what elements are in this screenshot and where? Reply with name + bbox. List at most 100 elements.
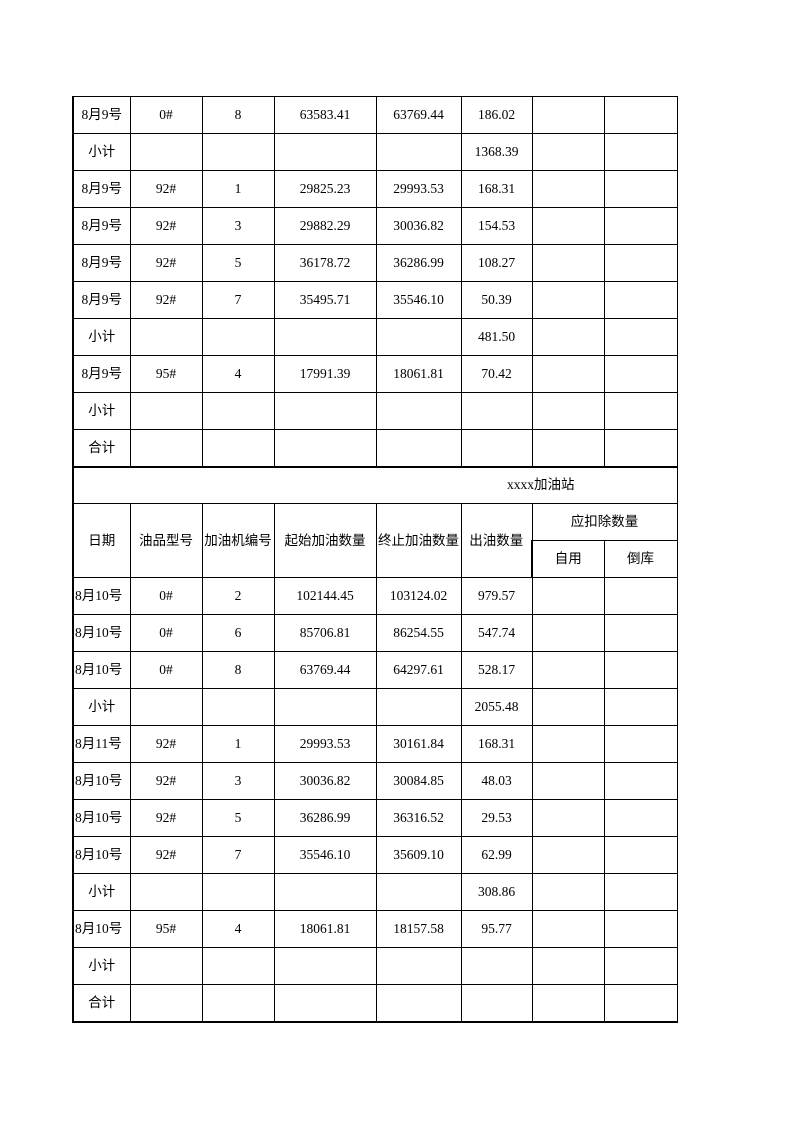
table-row: 小计 481.50 bbox=[72, 318, 678, 356]
cell-oil-type: 92# bbox=[129, 836, 203, 874]
cell-out-qty bbox=[460, 984, 533, 1023]
header-oil-type: 油品型号 bbox=[129, 503, 203, 578]
cell-end-qty bbox=[375, 873, 462, 911]
cell-date: 小计 bbox=[72, 318, 131, 356]
header-self-use: 自用 bbox=[531, 540, 605, 578]
cell-pump-no: 2 bbox=[201, 577, 275, 615]
cell-start-qty bbox=[273, 318, 377, 356]
cell-self-use bbox=[531, 873, 605, 911]
cell-end-qty: 35546.10 bbox=[375, 281, 462, 319]
cell-oil-type: 92# bbox=[129, 725, 203, 763]
cell-pump-no bbox=[201, 392, 275, 430]
cell-oil-type: 92# bbox=[129, 799, 203, 837]
table-row: 小计 bbox=[72, 947, 678, 985]
cell-self-use bbox=[531, 799, 605, 837]
cell-date: 小计 bbox=[72, 947, 131, 985]
table-row: 8月11号 92# 1 29993.53 30161.84 168.31 bbox=[72, 725, 678, 763]
cell-self-use bbox=[531, 947, 605, 985]
cell-out-qty: 168.31 bbox=[460, 170, 533, 208]
table-row: 小计 308.86 bbox=[72, 873, 678, 911]
cell-pump-no bbox=[201, 688, 275, 726]
table-row: 8月9号 92# 7 35495.71 35546.10 50.39 bbox=[72, 281, 678, 319]
cell-transfer bbox=[603, 651, 678, 689]
cell-date: 8月10号 bbox=[72, 577, 131, 615]
header-end-qty: 终止加油数量 bbox=[375, 503, 462, 578]
cell-end-qty: 30161.84 bbox=[375, 725, 462, 763]
table-row: 小计 1368.39 bbox=[72, 133, 678, 171]
cell-end-qty bbox=[375, 688, 462, 726]
cell-out-qty: 308.86 bbox=[460, 873, 533, 911]
cell-transfer bbox=[603, 799, 678, 837]
cell-self-use bbox=[531, 984, 605, 1023]
cell-self-use bbox=[531, 244, 605, 282]
cell-self-use bbox=[531, 688, 605, 726]
cell-end-qty bbox=[375, 947, 462, 985]
cell-pump-no: 3 bbox=[201, 762, 275, 800]
cell-transfer bbox=[603, 96, 678, 134]
cell-end-qty: 36286.99 bbox=[375, 244, 462, 282]
cell-date: 8月10号 bbox=[72, 651, 131, 689]
cell-self-use bbox=[531, 836, 605, 874]
cell-start-qty bbox=[273, 392, 377, 430]
fuel-table-section-2: xxxx加油站 日期 油品型号 加油机编号 起始加油数量 终止加油数量 出油数量… bbox=[72, 466, 678, 1023]
cell-end-qty: 86254.55 bbox=[375, 614, 462, 652]
cell-start-qty: 18061.81 bbox=[273, 910, 377, 948]
cell-start-qty bbox=[273, 873, 377, 911]
cell-end-qty: 64297.61 bbox=[375, 651, 462, 689]
cell-date: 8月10号 bbox=[72, 910, 131, 948]
cell-transfer bbox=[603, 170, 678, 208]
cell-end-qty bbox=[375, 318, 462, 356]
cell-start-qty: 36286.99 bbox=[273, 799, 377, 837]
cell-end-qty: 30036.82 bbox=[375, 207, 462, 245]
cell-out-qty bbox=[460, 429, 533, 468]
cell-oil-type bbox=[129, 392, 203, 430]
header-date: 日期 bbox=[72, 503, 131, 578]
cell-self-use bbox=[531, 96, 605, 134]
cell-oil-type: 95# bbox=[129, 355, 203, 393]
cell-start-qty: 63769.44 bbox=[273, 651, 377, 689]
cell-oil-type: 92# bbox=[129, 207, 203, 245]
cell-end-qty: 63769.44 bbox=[375, 96, 462, 134]
cell-end-qty: 36316.52 bbox=[375, 799, 462, 837]
cell-out-qty: 979.57 bbox=[460, 577, 533, 615]
cell-self-use bbox=[531, 577, 605, 615]
cell-transfer bbox=[603, 762, 678, 800]
cell-out-qty: 186.02 bbox=[460, 96, 533, 134]
header-pump-no: 加油机编号 bbox=[201, 503, 275, 578]
cell-self-use bbox=[531, 910, 605, 948]
cell-transfer bbox=[603, 318, 678, 356]
cell-out-qty: 62.99 bbox=[460, 836, 533, 874]
cell-start-qty bbox=[273, 133, 377, 171]
cell-oil-type: 92# bbox=[129, 762, 203, 800]
cell-end-qty: 35609.10 bbox=[375, 836, 462, 874]
cell-transfer bbox=[603, 947, 678, 985]
cell-pump-no bbox=[201, 873, 275, 911]
cell-start-qty: 102144.45 bbox=[273, 577, 377, 615]
cell-start-qty: 35495.71 bbox=[273, 281, 377, 319]
cell-transfer bbox=[603, 614, 678, 652]
cell-start-qty: 36178.72 bbox=[273, 244, 377, 282]
cell-date: 8月9号 bbox=[72, 170, 131, 208]
subheader-row: 自用 倒库 bbox=[73, 540, 678, 578]
cell-date: 小计 bbox=[72, 392, 131, 430]
cell-date: 8月10号 bbox=[72, 836, 131, 874]
cell-transfer bbox=[603, 836, 678, 874]
station-title: xxxx加油站 bbox=[72, 466, 678, 504]
cell-end-qty: 18157.58 bbox=[375, 910, 462, 948]
cell-out-qty: 547.74 bbox=[460, 614, 533, 652]
cell-self-use bbox=[531, 651, 605, 689]
cell-out-qty bbox=[460, 947, 533, 985]
cell-pump-no bbox=[201, 133, 275, 171]
cell-end-qty: 18061.81 bbox=[375, 355, 462, 393]
cell-start-qty bbox=[273, 688, 377, 726]
header-out-qty: 出油数量 bbox=[460, 503, 533, 578]
cell-start-qty: 63583.41 bbox=[273, 96, 377, 134]
cell-date: 8月9号 bbox=[72, 244, 131, 282]
cell-end-qty bbox=[375, 133, 462, 171]
cell-start-qty: 29882.29 bbox=[273, 207, 377, 245]
cell-pump-no: 8 bbox=[201, 96, 275, 134]
cell-pump-no: 7 bbox=[201, 836, 275, 874]
cell-date: 8月10号 bbox=[72, 799, 131, 837]
cell-oil-type bbox=[129, 429, 203, 468]
cell-out-qty: 29.53 bbox=[460, 799, 533, 837]
